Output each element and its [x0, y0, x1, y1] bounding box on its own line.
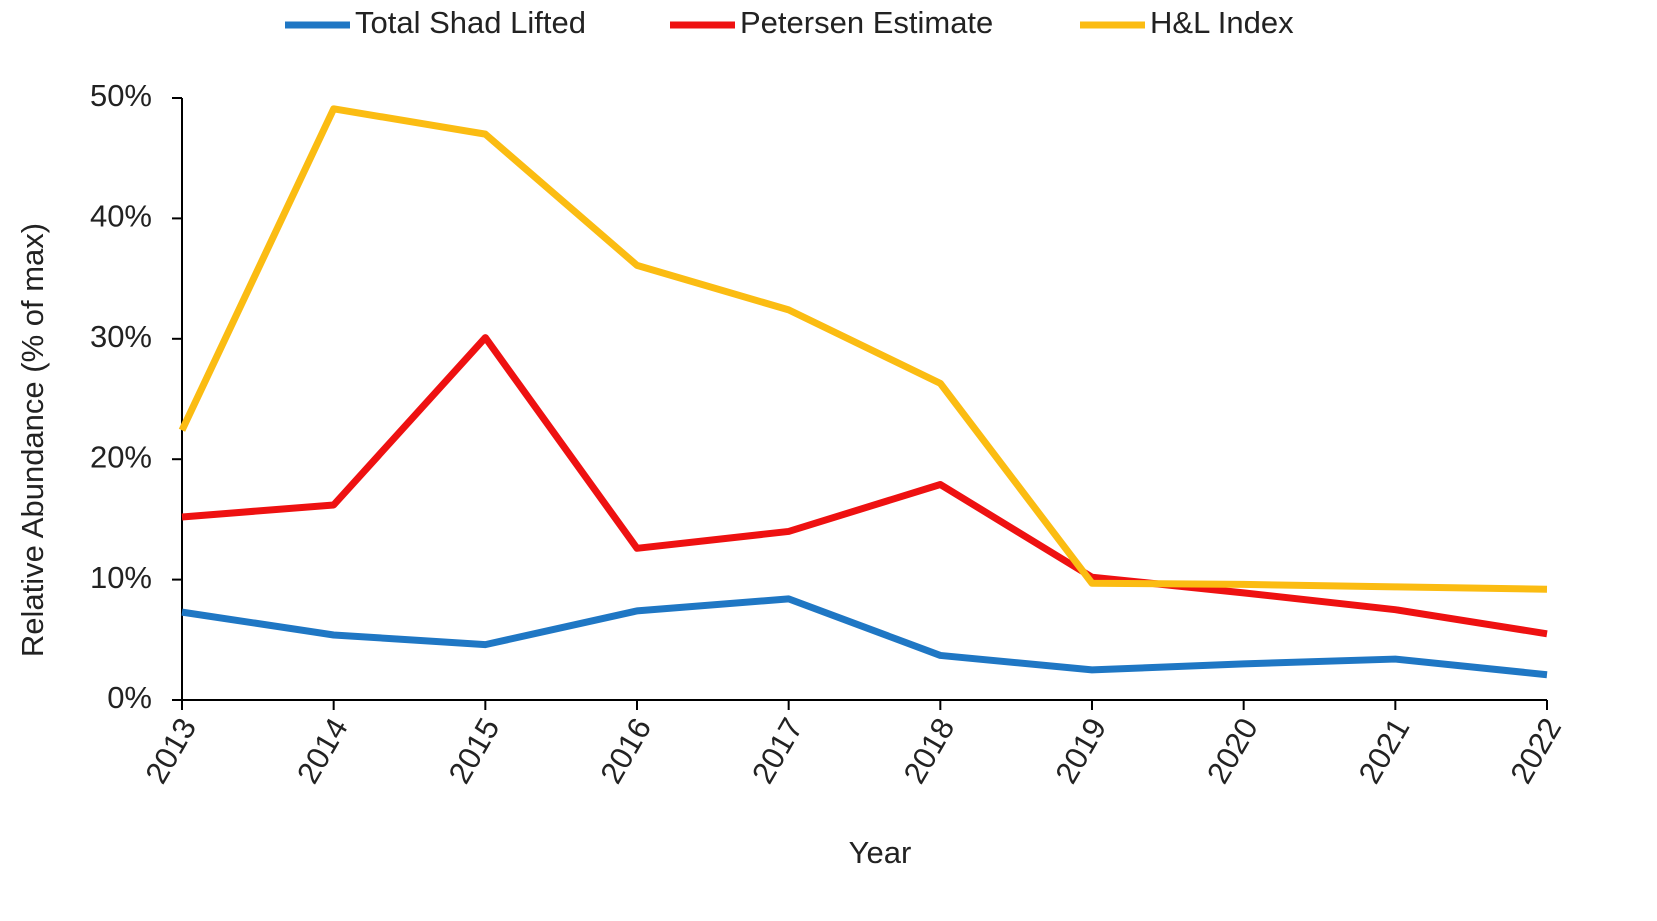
line-series	[181, 595, 1548, 679]
x-tick-label: 2014	[290, 712, 355, 789]
y-tick-label: 20%	[90, 439, 152, 474]
y-tick-label: 50%	[90, 78, 152, 113]
x-axis-title: Year	[849, 835, 912, 870]
y-axis-title: Relative Abundance (% of max)	[15, 223, 50, 657]
x-tick-label: 2015	[442, 712, 507, 789]
y-tick-label: 40%	[90, 199, 152, 234]
legend-label: Petersen Estimate	[740, 5, 993, 40]
x-tick-label: 2018	[897, 712, 962, 789]
y-tick-label: 10%	[90, 560, 152, 595]
x-tick-label: 2016	[593, 712, 658, 789]
line-series	[178, 105, 1548, 593]
x-tick-label: 2019	[1048, 712, 1113, 789]
x-tick-label: 2022	[1503, 712, 1568, 789]
legend-label: Total Shad Lifted	[355, 5, 586, 40]
x-tick-label: 2021	[1352, 712, 1417, 789]
x-tick-label: 2020	[1200, 712, 1265, 789]
x-tick-label: 2013	[138, 712, 203, 789]
x-tick-label: 2017	[745, 712, 810, 789]
y-tick-label: 0%	[107, 680, 152, 715]
y-tick-label: 30%	[90, 319, 152, 354]
legend-label: H&L Index	[1150, 5, 1294, 40]
line-series	[181, 334, 1548, 638]
